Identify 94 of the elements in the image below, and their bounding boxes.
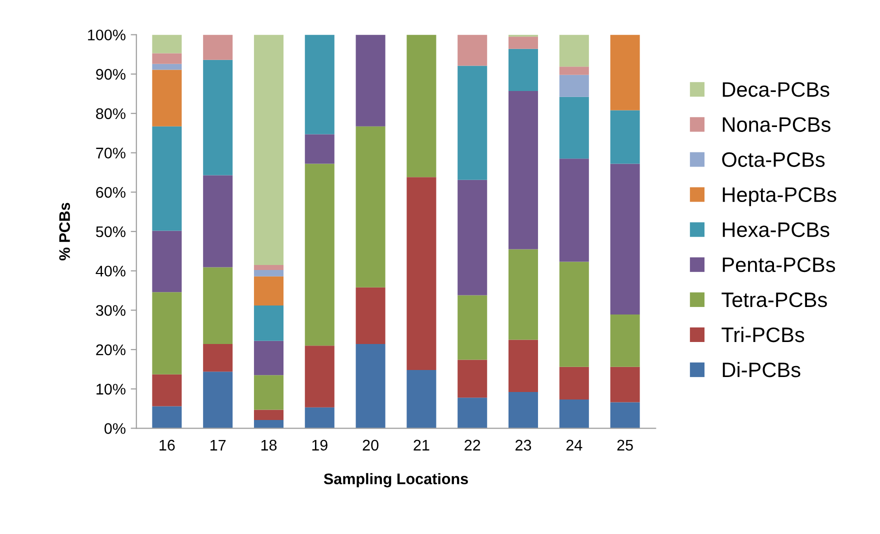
legend-label: Deca-PCBs <box>722 82 830 97</box>
y-tick-label: 30% <box>96 305 126 316</box>
bar <box>203 34 233 60</box>
bar <box>254 34 284 265</box>
bar <box>356 126 386 288</box>
bar <box>304 407 334 428</box>
bar <box>508 340 538 392</box>
bar <box>559 158 589 262</box>
y-tick-label: 80% <box>96 108 126 120</box>
bar <box>458 360 488 398</box>
x-tick-label: 16 <box>160 440 175 451</box>
bar <box>254 410 284 420</box>
x-tick-label: 21 <box>414 440 430 450</box>
bar <box>254 264 284 270</box>
bar <box>304 34 334 134</box>
y-tick-label: 20% <box>96 344 126 356</box>
bar <box>152 292 182 374</box>
bar <box>610 34 640 110</box>
y-tick-label: 10% <box>96 384 126 395</box>
bar <box>458 66 488 180</box>
legend-label: Hexa-PCBs <box>722 222 830 238</box>
bar <box>610 366 640 402</box>
bar <box>559 74 589 97</box>
y-tick-label: 0% <box>104 423 126 434</box>
legend-label: Nona-PCBs <box>722 117 830 132</box>
legend-label: Penta-PCBs <box>722 257 836 272</box>
bar <box>458 180 488 296</box>
bar <box>304 346 334 408</box>
bar <box>152 230 182 292</box>
bar <box>559 66 589 75</box>
bar <box>610 110 640 164</box>
bar <box>203 372 233 428</box>
bar <box>152 126 182 231</box>
bar <box>508 249 538 340</box>
bar <box>254 270 284 276</box>
bar <box>254 340 284 376</box>
x-tick-label: 20 <box>362 440 378 451</box>
x-tick-label: 19 <box>312 440 328 451</box>
y-tick-label: 70% <box>96 148 126 158</box>
bar <box>610 402 640 428</box>
y-tick-label: 100% <box>88 30 126 40</box>
bar <box>559 262 589 367</box>
bar <box>356 344 386 428</box>
bar <box>610 314 640 367</box>
x-tick-label: 18 <box>261 440 277 451</box>
y-axis-title: % PCBs <box>59 202 70 260</box>
y-tick-label: 60% <box>96 187 126 198</box>
bar <box>152 406 182 428</box>
x-tick-label: 24 <box>566 440 582 450</box>
bar <box>406 34 436 178</box>
bar <box>254 420 284 428</box>
bar <box>152 374 182 406</box>
y-tick-label: 90% <box>96 68 126 80</box>
bar <box>559 366 589 400</box>
x-tick-label: 25 <box>617 440 633 451</box>
bar <box>458 295 488 360</box>
bar <box>406 177 436 370</box>
bar <box>508 392 538 428</box>
bar <box>152 64 182 70</box>
legend-label: Octa-PCBs <box>722 152 825 167</box>
x-tick-label: 22 <box>464 440 480 450</box>
bar <box>508 90 538 250</box>
x-axis-title: Sampling Locations <box>324 473 468 488</box>
bar <box>458 398 488 428</box>
x-tick-label: 17 <box>210 440 226 450</box>
bar <box>304 164 334 346</box>
legend-label: Di-PCBs <box>722 362 800 378</box>
bar <box>254 375 284 410</box>
bar <box>203 175 233 268</box>
bar <box>559 34 589 67</box>
bar <box>254 305 284 341</box>
legend-label: Tri-PCBs <box>722 326 804 342</box>
y-tick-label: 50% <box>96 226 126 238</box>
bar <box>610 164 640 315</box>
legend-label: Tetra-PCBs <box>722 292 827 308</box>
bar <box>152 34 182 54</box>
bar <box>304 134 334 164</box>
bar <box>508 48 538 91</box>
bar <box>254 276 284 306</box>
bar <box>508 36 538 49</box>
bar <box>406 370 436 428</box>
bar <box>203 60 233 176</box>
bar <box>152 70 182 126</box>
bar <box>559 96 589 159</box>
bar <box>458 34 488 66</box>
bar <box>559 400 589 428</box>
x-tick-label: 23 <box>516 440 532 451</box>
bar <box>203 344 233 372</box>
bar <box>203 267 233 344</box>
bar <box>152 53 182 64</box>
y-tick-label: 40% <box>96 266 126 277</box>
bar <box>356 287 386 344</box>
bar <box>356 34 386 126</box>
legend-label: Hepta-PCBs <box>722 187 836 206</box>
